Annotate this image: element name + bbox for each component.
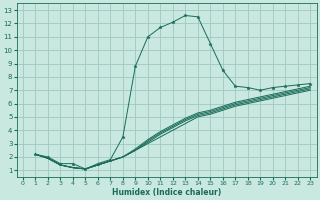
- X-axis label: Humidex (Indice chaleur): Humidex (Indice chaleur): [112, 188, 221, 197]
